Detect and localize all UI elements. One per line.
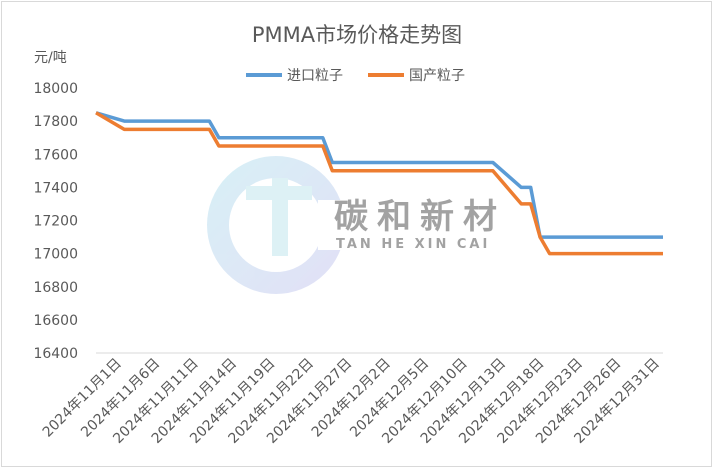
y-tick-label: 17400	[33, 180, 78, 196]
series-layer	[95, 111, 664, 256]
y-tick-label: 17800	[33, 114, 78, 130]
watermark-cn: 碳和新材	[334, 197, 506, 237]
watermark-en: TAN HE XIN CAI	[336, 237, 490, 252]
y-tick-label: 16800	[33, 280, 78, 296]
legend-label-domestic: 国产粒子	[409, 68, 465, 84]
x-axis-ticks: 2024年11月1日2024年11月6日2024年11月11日2024年11月1…	[40, 356, 663, 447]
legend: 进口粒子 国产粒子	[246, 68, 465, 84]
legend-label-import: 进口粒子	[287, 68, 343, 84]
y-axis-unit: 元/吨	[34, 50, 67, 66]
y-tick-label: 17000	[33, 247, 78, 263]
watermark-logo	[207, 156, 358, 294]
y-tick-label: 16600	[33, 313, 78, 329]
y-axis-ticks: 16400 16600 16800 17000 17200 17400 17600 17800…	[33, 81, 78, 362]
y-tick-label: 16400	[33, 346, 78, 362]
y-tick-label: 17200	[33, 214, 78, 230]
chart-title: PMMA市场价格走势图	[252, 23, 462, 47]
y-tick-label: 18000	[33, 81, 78, 97]
y-tick-label: 17600	[33, 147, 78, 163]
